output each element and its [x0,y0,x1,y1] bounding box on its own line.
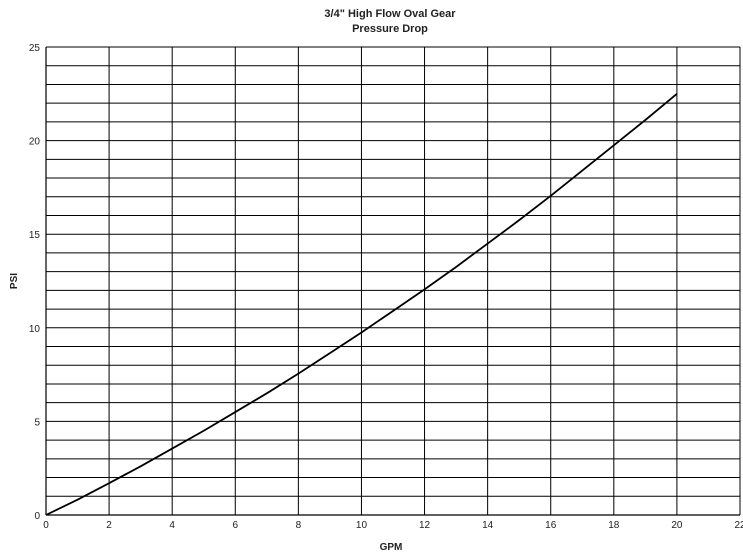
series-line [45,93,678,516]
y-tick-label: 15 [29,230,41,241]
x-tick-label: 0 [43,520,49,531]
y-tick-label: 5 [34,417,40,428]
y-axis-label: PSI [9,273,20,289]
grid [45,46,741,516]
y-tick-label: 20 [29,137,41,148]
x-tick-label: 14 [482,520,494,531]
x-tick-label: 10 [356,520,368,531]
x-tick-label: 12 [419,520,431,531]
x-tick-label: 18 [608,520,620,531]
tick-labels: 0 2 4 6 8 10 12 14 16 18 20 22 0 5 10 15 20 25 [29,43,743,531]
x-axis-label: GPM [380,542,403,553]
x-tick-label: 6 [232,520,238,531]
x-tick-label: 22 [734,520,743,531]
x-tick-label: 2 [106,520,112,531]
x-tick-label: 4 [169,520,175,531]
y-tick-label: 0 [34,511,40,522]
chart-title: 3/4" High Flow Oval Gear [324,8,456,20]
data-series [45,93,678,516]
y-tick-label: 25 [29,43,41,54]
chart-subtitle: Pressure Drop [352,23,428,35]
x-tick-label: 20 [671,520,683,531]
x-tick-label: 16 [545,520,557,531]
y-tick-label: 10 [29,324,41,335]
x-tick-label: 8 [296,520,302,531]
